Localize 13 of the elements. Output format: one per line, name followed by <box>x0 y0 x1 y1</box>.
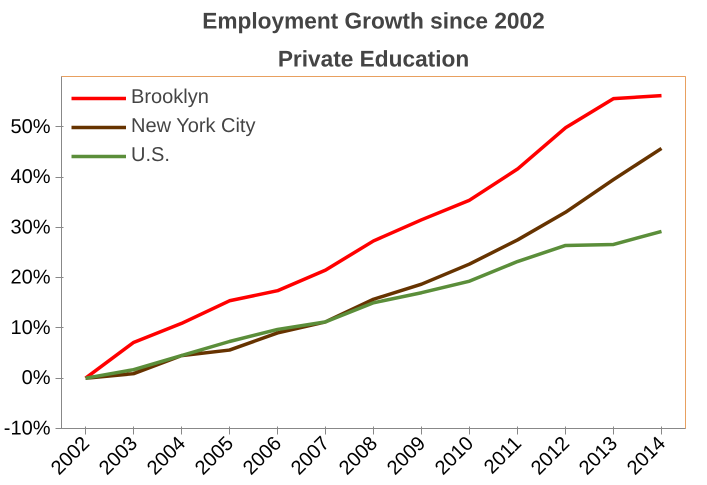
legend-label: U.S. <box>131 144 170 167</box>
line-series <box>84 230 664 380</box>
y-tick-label: 0% <box>22 367 51 390</box>
y-tick-label: 50% <box>10 116 51 138</box>
chart-subtitle: Private Education <box>278 46 470 72</box>
legend-label: New York City <box>131 115 256 138</box>
y-tick-label: 40% <box>10 166 51 188</box>
y-tick-label: -10% <box>4 418 51 440</box>
legend-label: Brooklyn <box>131 86 209 109</box>
y-tick-label: 30% <box>10 216 51 238</box>
y-tick-label: 10% <box>10 316 51 339</box>
y-tick-label: 20% <box>10 266 51 289</box>
chart-title: Employment Growth since 2002 <box>202 8 545 34</box>
